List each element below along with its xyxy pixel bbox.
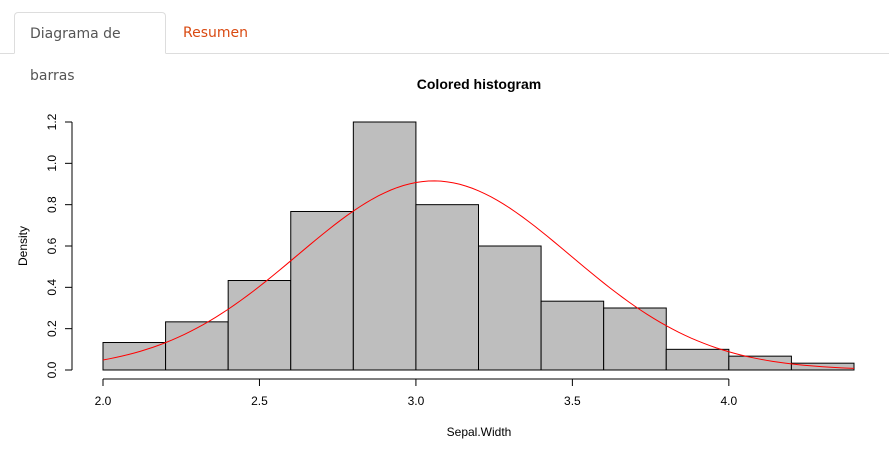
histogram-bar — [290, 210, 354, 371]
chart-title: Colored histogram — [417, 76, 541, 92]
histogram-bar — [352, 121, 417, 371]
y-axis: 0.0 0.2 0.4 0.6 0.8 1.0 1.2 — [45, 113, 73, 378]
x-axis-label: Sepal.Width — [447, 425, 512, 439]
histogram-bar — [603, 307, 667, 371]
tab-diagrama-de-barras[interactable]: Diagrama de barras — [14, 12, 166, 84]
density-curve — [102, 180, 855, 369]
y-tick-label: 0.2 — [45, 320, 59, 337]
histogram-bar — [415, 204, 479, 371]
y-tick-label: 0.6 — [45, 237, 59, 254]
histogram-bar — [165, 321, 229, 371]
tab-resumen[interactable]: Resumen — [183, 25, 249, 41]
bars-group — [102, 121, 855, 371]
histogram-bar — [478, 245, 542, 371]
histogram-bar — [665, 348, 730, 371]
tab-bar: Diagrama de barras Resumen — [0, 0, 889, 84]
histogram-chart: Colored histogram 2.0 2.5 3.0 3.5 4.0 0.0 0.2… — [16, 76, 855, 439]
x-tick-label: 3.5 — [564, 394, 581, 408]
y-tick-label: 1.0 — [45, 155, 59, 172]
x-tick-label: 3.0 — [408, 394, 425, 408]
y-tick-label: 0.8 — [45, 196, 59, 213]
y-axis-label: Density — [16, 226, 30, 266]
x-tick-label: 2.0 — [95, 394, 112, 408]
y-tick-label: 1.2 — [45, 113, 59, 130]
histogram-bar — [102, 342, 167, 371]
y-tick-label: 0.0 — [45, 361, 59, 378]
histogram-bar — [227, 280, 292, 371]
tab-divider — [0, 53, 889, 54]
y-tick-label: 0.4 — [45, 279, 59, 296]
x-tick-label: 2.5 — [251, 394, 268, 408]
x-tick-label: 4.0 — [720, 394, 737, 408]
x-axis: 2.0 2.5 3.0 3.5 4.0 — [95, 378, 737, 408]
histogram-bar — [540, 300, 605, 371]
